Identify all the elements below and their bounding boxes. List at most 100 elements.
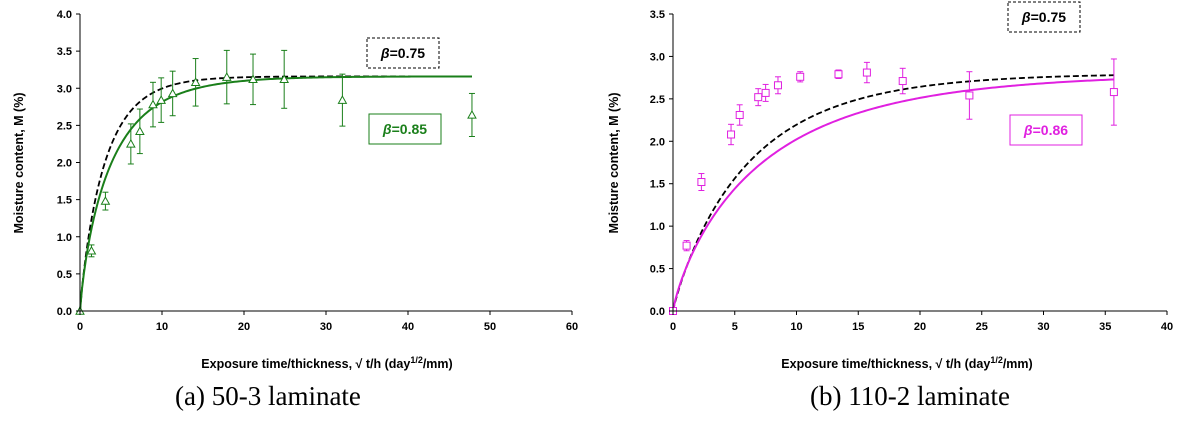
chart-b-square-marker — [727, 130, 736, 139]
chart-b-square-marker — [773, 81, 782, 90]
chart-a-xlabel-end: /mm) — [423, 357, 453, 371]
chart-a-data-point — [190, 58, 201, 107]
chart-a-xtick-label: 0 — [77, 321, 83, 333]
chart-b-square-marker — [1109, 88, 1118, 97]
chart-b-data-point — [1109, 58, 1118, 126]
chart-a-fit-curve-solid — [79, 75, 472, 312]
chart-b-ytick-label: 1.5 — [650, 179, 665, 191]
svg-text:β=0.75: β=0.75 — [1021, 9, 1066, 25]
chart-a-ytick-label: 2.0 — [57, 158, 72, 170]
chart-a-data-point — [248, 53, 258, 106]
chart-a-data-point — [221, 49, 232, 105]
chart-b-data-point — [898, 67, 907, 95]
chart-b-fit-curve-dashed — [672, 74, 1114, 312]
chart-a-ylabel: Moisture content, M (%) — [12, 93, 26, 234]
chart-a-marks — [75, 49, 477, 315]
chart-a-data-point — [467, 92, 477, 138]
chart-a-data-point — [337, 73, 348, 127]
chart-b-xtick-label: 25 — [976, 321, 988, 333]
chart-b-xtick-label: 0 — [670, 321, 676, 333]
chart-b-xlabel-sup: 1/2 — [990, 355, 1003, 365]
chart-b-data-point — [754, 88, 763, 107]
chart-a-triangle-marker — [190, 77, 201, 87]
chart-a-data-point — [167, 70, 178, 117]
svg-text:β=0.75: β=0.75 — [380, 45, 425, 61]
svg-text:β=0.85: β=0.85 — [382, 121, 427, 137]
chart-a-xlabel-sup: 1/2 — [410, 355, 423, 365]
chart-b-square-marker — [834, 70, 843, 79]
chart-b-annotation-1-value: =0.75 — [1031, 9, 1067, 25]
chart-a-annotation-2-value: =0.85 — [392, 121, 428, 137]
chart-a-caption: (a) 50-3 laminate — [175, 381, 361, 411]
chart-a-triangle-marker — [100, 196, 111, 205]
svg-text:β=0.86: β=0.86 — [1023, 122, 1068, 138]
chart-a-svg: 0.0 0.5 1.0 1.5 2.0 2.5 3.0 3.5 4.0 0 10 20 30 40 50 60… — [12, 9, 578, 371]
chart-b-xtick-label: 30 — [1037, 321, 1049, 333]
chart-b-xlabel: Exposure time/thickness, √ t/h (day1/2/m… — [781, 355, 1032, 371]
chart-a-triangle-marker — [86, 245, 97, 255]
chart-b-square-marker — [754, 93, 763, 102]
chart-b-xtick-label: 40 — [1161, 321, 1173, 333]
chart-b-annotation-2-value: =0.86 — [1033, 122, 1069, 138]
chart-panel-b: 0.0 0.5 1.0 1.5 2.0 2.5 3.0 3.5 0 5 10 15 20 25 30 35 40… — [590, 0, 1180, 419]
chart-b-ytick-label: 0.0 — [650, 306, 665, 318]
chart-b-svg: 0.0 0.5 1.0 1.5 2.0 2.5 3.0 3.5 0 5 10 15 20 25 30 35 40… — [607, 1, 1173, 371]
chart-b-ytick-label: 2.0 — [650, 136, 665, 148]
chart-a-xtick-label: 20 — [238, 321, 250, 333]
chart-b-xtick-label: 10 — [790, 321, 802, 333]
chart-b-xtick-label: 5 — [732, 321, 738, 333]
chart-a-plot-area — [80, 14, 572, 311]
chart-a-triangle-marker — [337, 95, 348, 104]
chart-a-xtick-label: 50 — [484, 321, 496, 333]
chart-a-data-point — [125, 123, 136, 165]
chart-b-data-point — [862, 61, 871, 84]
chart-a-triangle-marker — [125, 138, 136, 148]
chart-a-annotation-2: β=0.85 — [368, 113, 442, 145]
chart-a-fit-curve-dashed — [79, 75, 472, 312]
chart-a-data-point — [100, 191, 111, 211]
chart-a-ytick-label: 3.0 — [57, 83, 72, 95]
chart-b-axes: 0.0 0.5 1.0 1.5 2.0 2.5 3.0 3.5 0 5 10 15 20 25 30 35 40 — [650, 9, 1173, 333]
chart-b-data-point — [773, 76, 782, 95]
chart-b-fit-curve-solid — [672, 78, 1114, 312]
chart-b-xlabel-end: /mm) — [1003, 357, 1033, 371]
chart-b-plot-background — [673, 14, 1167, 311]
chart-b-data-point — [682, 240, 691, 252]
chart-b-square-marker — [697, 178, 706, 187]
chart-a-triangle-marker — [135, 126, 145, 136]
chart-a-triangle-marker — [156, 95, 167, 104]
chart-a-annotation-1-value: =0.75 — [390, 45, 426, 61]
chart-a-data-point — [148, 81, 158, 128]
chart-a-xlabel: Exposure time/thickness, √ t/h (day1/2/m… — [201, 355, 452, 371]
chart-a-xtick-label: 10 — [156, 321, 168, 333]
chart-a-triangle-marker — [248, 74, 258, 84]
chart-b-annotation-2-beta: β — [1023, 122, 1033, 138]
chart-b-square-marker — [761, 88, 770, 97]
chart-a-triangle-marker — [148, 99, 158, 109]
chart-b-ytick-label: 3.0 — [650, 51, 665, 63]
chart-a-xtick-label: 60 — [566, 321, 578, 333]
chart-b-ytick-label: 1.0 — [650, 221, 665, 233]
chart-b-ylabel: Moisture content, M (%) — [607, 93, 621, 234]
chart-b-annotation-1: β=0.75 — [1007, 1, 1081, 33]
chart-b-data-point — [796, 71, 805, 83]
chart-a-annotation-1: β=0.75 — [366, 37, 440, 69]
chart-b-xlabel-main: Exposure time/thickness, √ t/h (day — [781, 357, 990, 371]
chart-b-annotation-1-beta: β — [1021, 9, 1031, 25]
chart-b-square-marker — [796, 72, 805, 81]
chart-b-plot-area — [673, 14, 1167, 311]
chart-b-xtick-label: 35 — [1099, 321, 1111, 333]
chart-b-ytick-label: 3.5 — [650, 9, 665, 21]
chart-a-xtick-label: 40 — [402, 321, 414, 333]
chart-b-square-marker — [862, 68, 871, 77]
chart-b-xtick-label: 20 — [914, 321, 926, 333]
chart-a-data-point — [279, 49, 290, 109]
chart-a-xtick-label: 30 — [320, 321, 332, 333]
chart-a-plot-background — [80, 14, 572, 311]
chart-a-ytick-label: 2.5 — [57, 120, 72, 132]
chart-b-annotation-2: β=0.86 — [1009, 114, 1083, 146]
chart-b-data-point — [965, 71, 974, 120]
chart-b-ytick-label: 2.5 — [650, 94, 665, 106]
chart-a-ytick-label: 0.5 — [57, 269, 72, 281]
chart-b-square-marker — [965, 91, 974, 100]
